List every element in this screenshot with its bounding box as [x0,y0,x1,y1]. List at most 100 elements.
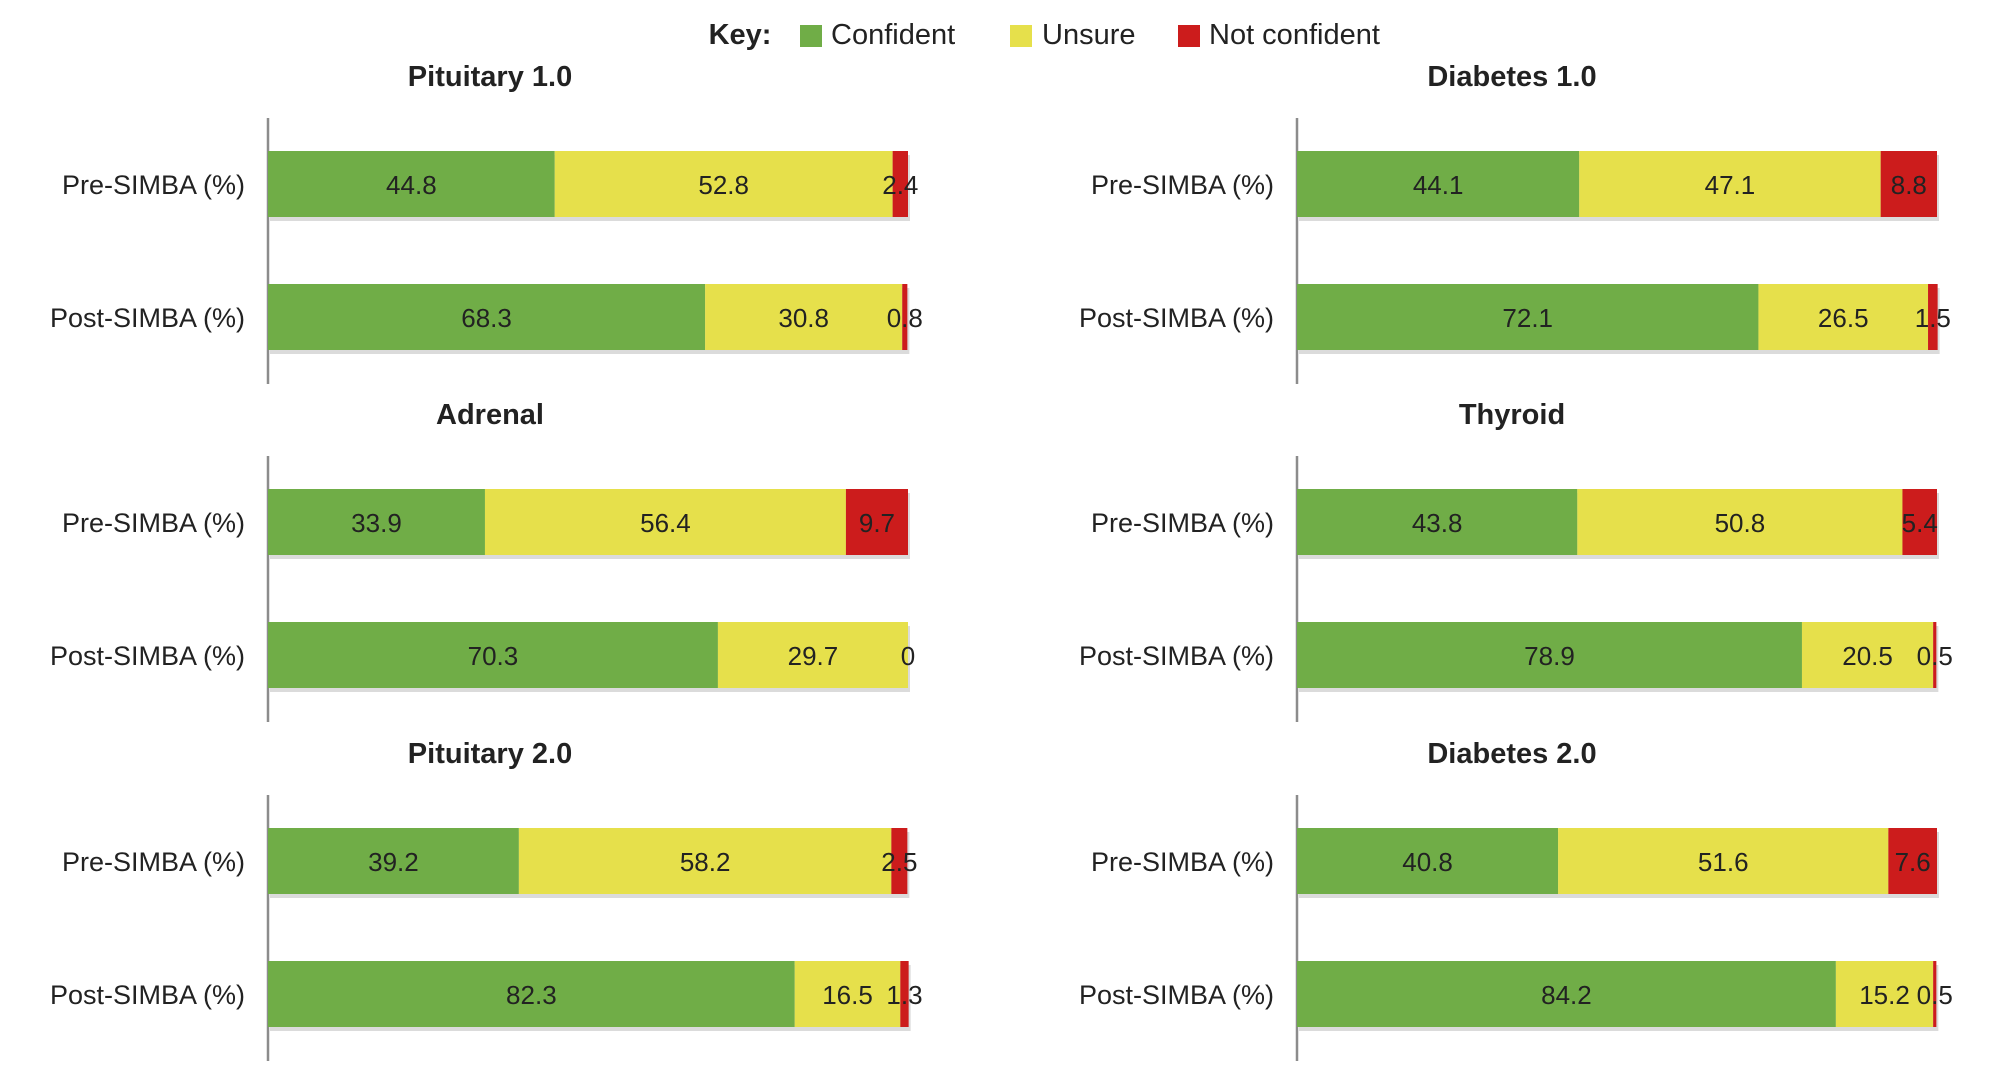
chart-panels: Pituitary 1.0 Pre-SIMBA (%) 44.8 52.8 2.4 Pos… [50,61,1953,1061]
panel-2-bar-not-confident [1928,284,1938,350]
panel-3-data-label: 33.9 [351,508,402,538]
panel-6-bar-confident [1297,961,1836,1027]
panel-2-data-label: 44.1 [1413,170,1464,200]
panel-1-data-label: 30.8 [778,303,829,333]
panel-5-data-label: 2.5 [881,847,917,877]
panel-3-bar-unsure [484,489,846,555]
panel-6-data-label: 0.5 [1917,980,1953,1010]
panel-3-bar-unsure [717,622,908,688]
panel-3-data-label: 29.7 [788,641,839,671]
legend-swatch-confident [800,25,822,47]
panel-6-data-label: 15.2 [1859,980,1910,1010]
panel-6-data-label: 84.2 [1541,980,1592,1010]
panel-4-data-label: 78.9 [1524,641,1575,671]
panel-2-bar-unsure [1579,151,1881,217]
panel-3-bar-confident [268,489,485,555]
panel-2-bar-confident [1297,284,1759,350]
panel-2-category-label: Post-SIMBA (%) [1079,303,1274,333]
panel-4-bar-not-confident [1933,622,1937,688]
panel-1-data-label: 44.8 [386,170,437,200]
legend-swatch-not-confident [1178,25,1200,47]
panel-1-bar-unsure [705,284,903,350]
panel-1-bar-confident [268,151,555,217]
panel-6-bar-confident [1297,828,1559,894]
panel-5-data-label: 39.2 [368,847,419,877]
panel-5-category-label: Post-SIMBA (%) [50,980,245,1010]
panel-5-title: Pituitary 2.0 [408,738,572,770]
panel-2-bar-confident [1297,151,1580,217]
panel-4-data-label: 0.5 [1917,641,1953,671]
panel-5-data-label: 16.5 [822,980,873,1010]
panel-1-bar-not-confident [902,284,908,350]
panel-3-category-label: Post-SIMBA (%) [50,641,245,671]
panel-2-data-label: 1.5 [1915,303,1951,333]
legend-title: Key: [709,19,772,51]
panel-4-data-label: 50.8 [1715,508,1766,538]
panel-6-category-label: Post-SIMBA (%) [1079,980,1274,1010]
legend-swatch-unsure [1010,25,1032,47]
panel-1-category-label: Post-SIMBA (%) [50,303,245,333]
panel-5-bar-not-confident [900,961,909,1027]
panel-3-data-label: 56.4 [640,508,691,538]
panel-4-data-label: 43.8 [1412,508,1463,538]
panel-2-bar-unsure [1758,284,1929,350]
panel-5-bar-unsure [518,828,892,894]
panel-2-bar-not-confident [1880,151,1937,217]
panel-5-bar-not-confident [891,828,908,894]
panel-5-category-label: Pre-SIMBA (%) [62,847,245,877]
panel-6: Diabetes 2.0 Pre-SIMBA (%) 40.8 51.6 7.6 Post… [1079,738,1953,1061]
panel-6-bar-unsure [1558,828,1889,894]
panel-4-data-label: 20.5 [1842,641,1893,671]
panel-4: Thyroid Pre-SIMBA (%) 43.8 50.8 5.4 Post-SIMB… [1079,399,1953,722]
panel-2: Diabetes 1.0 Pre-SIMBA (%) 44.1 47.1 8.8 Post… [1079,61,1951,384]
panel-4-bar-unsure [1577,489,1903,555]
panel-1: Pituitary 1.0 Pre-SIMBA (%) 44.8 52.8 2.4 Pos… [50,61,923,384]
panel-6-bar-not-confident [1888,828,1937,894]
panel-4-bar-confident [1297,622,1802,688]
panel-5-data-label: 1.3 [886,980,922,1010]
panel-4-bar-not-confident [1902,489,1937,555]
panel-4-bar-confident [1297,489,1578,555]
panel-3-title: Adrenal [436,399,544,431]
panel-6-data-label: 40.8 [1402,847,1453,877]
panel-4-data-label: 5.4 [1902,508,1938,538]
panel-5-bar-confident [268,828,519,894]
panel-1-bar-unsure [554,151,893,217]
panel-3-bar-confident [268,622,718,688]
panel-3-bar-not-confident [845,489,908,555]
panel-6-data-label: 7.6 [1895,847,1931,877]
panel-3-data-label: 0 [901,641,915,671]
panel-1-data-label: 0.8 [887,303,923,333]
panel-2-category-label: Pre-SIMBA (%) [1091,170,1274,200]
panel-5-bar-unsure [794,961,901,1027]
panel-3-data-label: 70.3 [468,641,519,671]
legend-label-not-confident: Not confident [1209,19,1380,51]
panel-6-category-label: Pre-SIMBA (%) [1091,847,1274,877]
panel-4-bar-unsure [1801,622,1934,688]
panel-1-data-label: 68.3 [461,303,512,333]
panel-1-category-label: Pre-SIMBA (%) [62,170,245,200]
panel-5-data-label: 58.2 [680,847,731,877]
panel-1-bar-not-confident [892,151,908,217]
legend: Key: Confident Unsure Not confident [709,19,1380,51]
panel-3-data-label: 9.7 [859,508,895,538]
panel-1-title: Pituitary 1.0 [408,61,572,93]
panel-2-data-label: 26.5 [1818,303,1869,333]
panel-4-category-label: Post-SIMBA (%) [1079,641,1274,671]
panel-4-category-label: Pre-SIMBA (%) [1091,508,1274,538]
panel-6-bar-not-confident [1933,961,1937,1027]
panel-5-data-label: 82.3 [506,980,557,1010]
panel-6-title: Diabetes 2.0 [1427,738,1596,770]
legend-label-unsure: Unsure [1042,19,1136,51]
panel-2-data-label: 8.8 [1891,170,1927,200]
panel-1-data-label: 52.8 [698,170,749,200]
panel-6-data-label: 51.6 [1698,847,1749,877]
panel-2-data-label: 72.1 [1502,303,1553,333]
panel-1-bar-confident [268,284,706,350]
panel-3: Adrenal Pre-SIMBA (%) 33.9 56.4 9.7 Post-SIMB… [50,399,915,722]
panel-2-title: Diabetes 1.0 [1427,61,1596,93]
panel-5: Pituitary 2.0 Pre-SIMBA (%) 39.2 58.2 2.5 Pos… [50,738,923,1061]
panel-3-category-label: Pre-SIMBA (%) [62,508,245,538]
panel-2-data-label: 47.1 [1705,170,1756,200]
